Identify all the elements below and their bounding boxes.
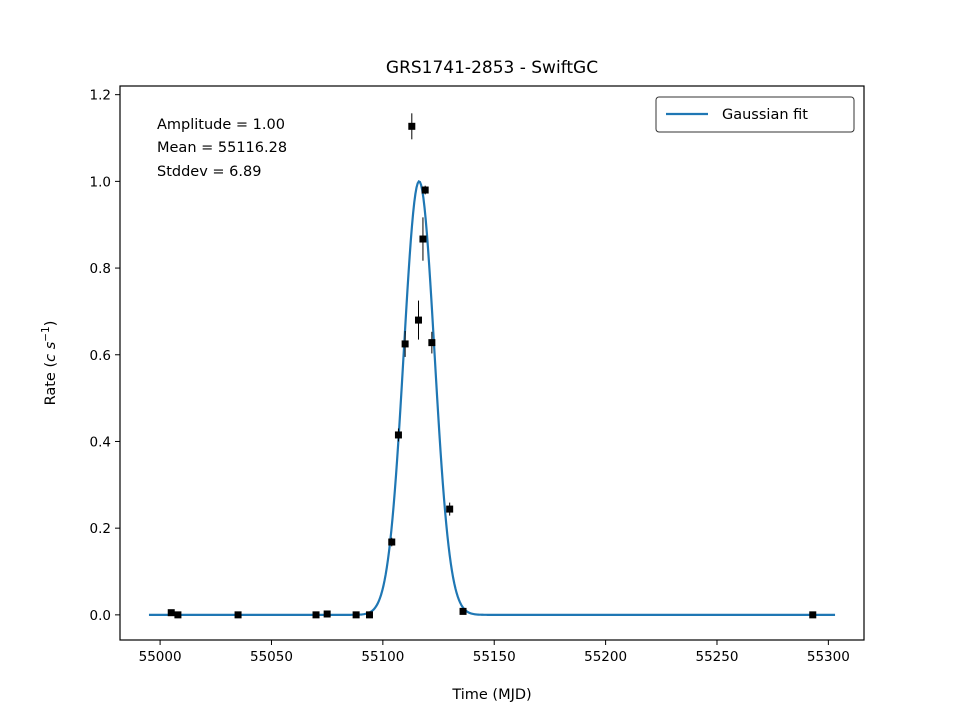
data-point <box>459 607 467 615</box>
y-tick-label: 0.2 <box>90 521 111 537</box>
y-axis: 0.0 0.2 0.4 0.6 0.8 1.0 1.2 <box>90 88 120 624</box>
plot-area <box>119 85 865 641</box>
data-point <box>312 611 320 619</box>
y-axis-label-unit: c s <box>43 341 59 362</box>
x-tick-label: 55050 <box>250 649 293 665</box>
data-point <box>446 505 454 513</box>
data-point <box>174 611 182 619</box>
y-tick-label: 0.6 <box>90 348 111 364</box>
fit-annotations: Amplitude = 1.00 Mean = 55116.28 Stddev … <box>157 117 287 180</box>
x-tick-label: 55300 <box>807 649 850 665</box>
data-point <box>167 609 175 617</box>
x-tick-label: 55000 <box>139 649 182 665</box>
curve-layer <box>148 180 836 616</box>
data-point <box>414 316 422 324</box>
data-points <box>167 113 817 619</box>
gaussian-fit-line <box>148 180 836 616</box>
data-point <box>419 235 427 243</box>
data-point <box>394 431 402 439</box>
chart-title: GRS1741-2853 - SwiftGC <box>386 58 598 78</box>
y-axis-label-exponent: −1 <box>40 326 52 341</box>
y-tick-label: 0.0 <box>90 608 111 624</box>
x-tick-label: 55250 <box>696 649 739 665</box>
data-point <box>421 186 429 194</box>
y-axis-label-prefix: Rate ( <box>43 362 59 406</box>
plot-frame <box>119 85 865 641</box>
y-axis-label-suffix: ) <box>43 321 59 327</box>
data-point <box>428 339 436 347</box>
x-tick-label: 55150 <box>473 649 516 665</box>
annotation-amplitude: Amplitude = 1.00 <box>157 117 285 133</box>
y-tick-label: 1.0 <box>90 174 111 190</box>
x-tick-label: 55200 <box>584 649 627 665</box>
y-tick-label: 0.4 <box>90 434 111 450</box>
annotation-mean: Mean = 55116.28 <box>157 140 287 156</box>
data-point <box>408 122 416 130</box>
data-point <box>365 611 373 619</box>
legend-label: Gaussian fit <box>722 107 808 123</box>
data-point <box>323 610 331 618</box>
y-tick-label: 0.8 <box>90 261 111 277</box>
x-tick-label: 55100 <box>361 649 404 665</box>
x-axis-label: Time (MJD) <box>451 687 531 703</box>
legend-box <box>655 96 855 133</box>
y-tick-label: 1.2 <box>90 88 111 104</box>
y-axis-label: Rate (c s−1) <box>40 321 59 406</box>
data-point <box>234 611 242 619</box>
x-axis: 55000 55050 55100 55150 55200 55250 55300 <box>139 640 850 665</box>
legend: Gaussian fit <box>655 96 855 133</box>
annotation-stddev: Stddev = 6.89 <box>157 164 261 180</box>
data-point <box>352 611 360 619</box>
data-point <box>809 611 817 619</box>
data-point <box>388 538 396 546</box>
data-point <box>401 340 409 348</box>
